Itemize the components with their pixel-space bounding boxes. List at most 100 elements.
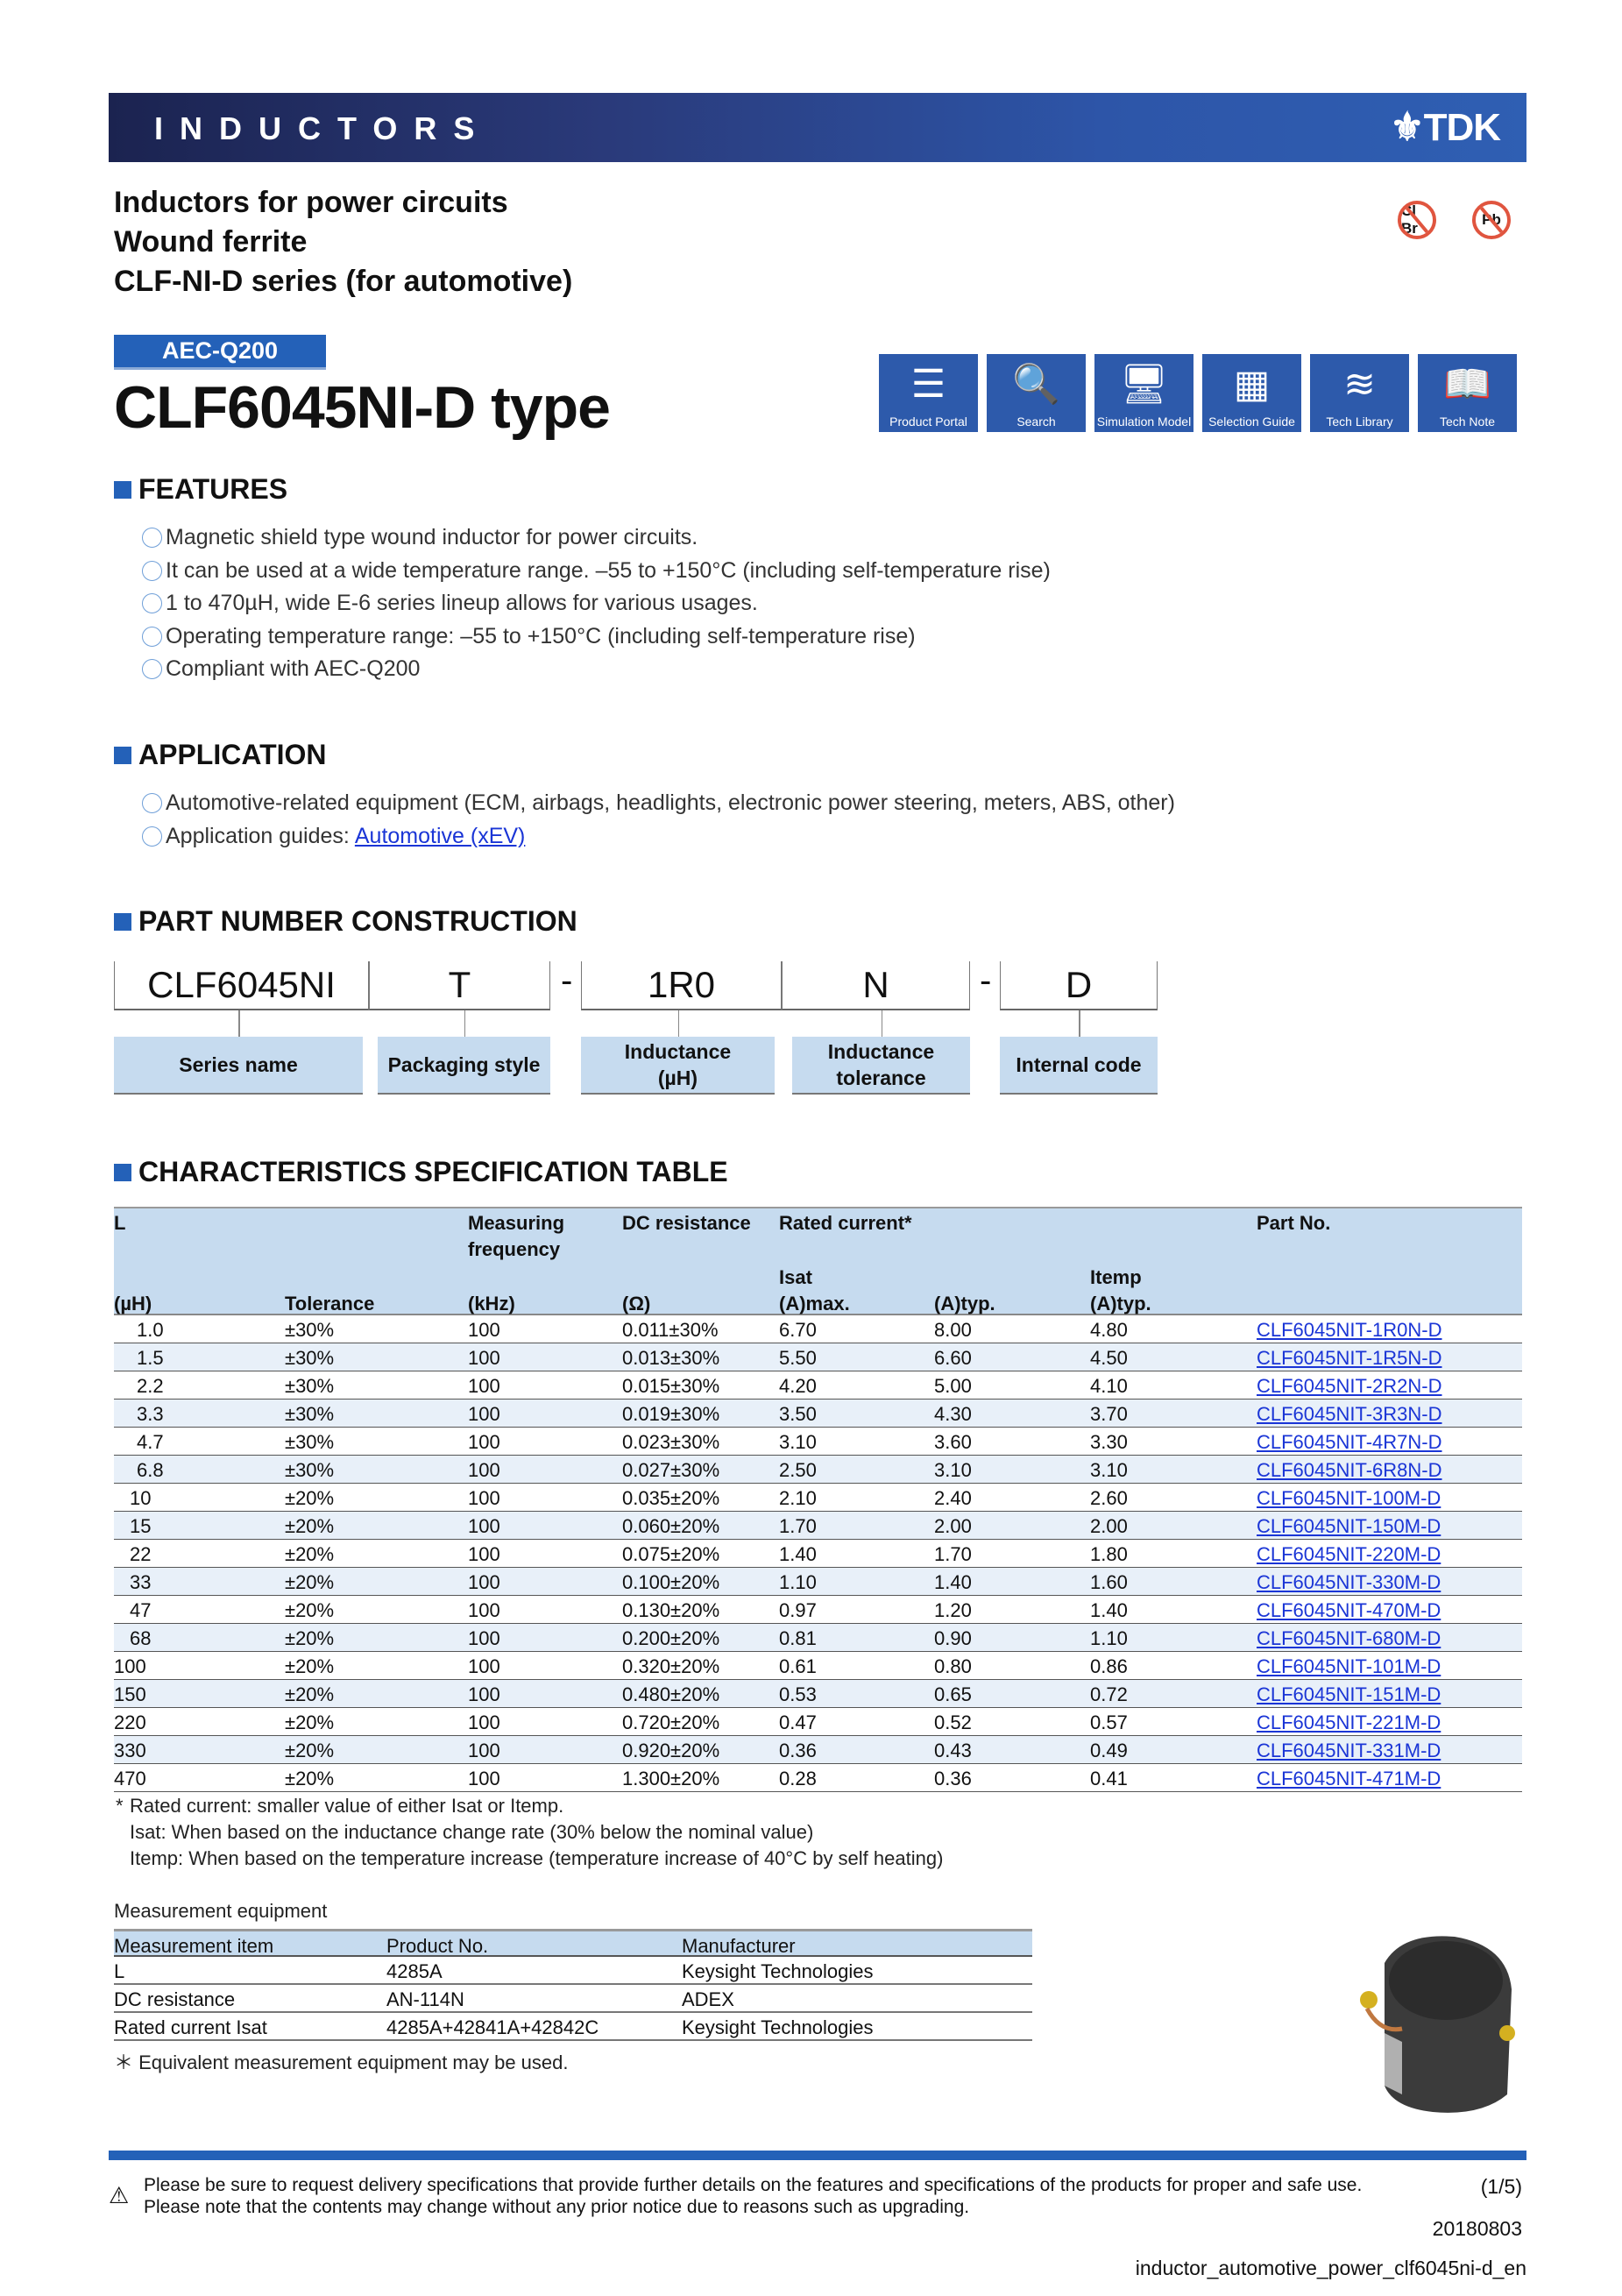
table-cell: 1.70 <box>779 1515 817 1537</box>
table-row: 330 ±20% 100 0.920±20% 0.36 0.43 0.49 CLF6045NI… <box>114 1736 1522 1764</box>
application-item: Automotive-related equipment (ECM, airba… <box>142 790 1175 816</box>
table-cell: 1.0 <box>137 1319 164 1341</box>
subtitle-3: CLF-NI-D series (for automotive) <box>114 265 573 298</box>
nav-tech-library-button[interactable]: ≋ Tech Library <box>1310 354 1409 432</box>
table-cell: 0.023±30% <box>622 1431 720 1453</box>
table-cell: 4.50 <box>1090 1347 1128 1369</box>
footnote-mark: * <box>116 1795 124 1817</box>
header-part: Part No. <box>1257 1212 1331 1234</box>
table-cell: 100 <box>468 1403 500 1425</box>
measurement-cell: Rated current Isat <box>114 2016 267 2038</box>
table-cell: 100 <box>468 1599 500 1621</box>
table-cell: 5.00 <box>934 1375 972 1397</box>
table-cell: 100 <box>468 1487 500 1509</box>
nav-icon-4: ≋ <box>1343 362 1376 406</box>
nav-search-button[interactable]: 🔍 Search <box>987 354 1086 432</box>
part-number-link[interactable]: CLF6045NIT-470M-D <box>1257 1599 1441 1621</box>
header-freq: Measuring <box>468 1212 565 1234</box>
table-row: 150 ±20% 100 0.480±20% 0.53 0.65 0.72 CLF6045NI… <box>114 1680 1522 1708</box>
table-cell: ±20% <box>285 1627 335 1649</box>
part-number-cell: CLF6045NIT-4R7N-D <box>1257 1431 1442 1454</box>
part-number-link[interactable]: CLF6045NIT-6R8N-D <box>1257 1459 1442 1481</box>
feature-item: Operating temperature range: –55 to +150… <box>142 624 916 649</box>
doc-date: 20180803 <box>1432 2217 1522 2240</box>
table-cell: 0.011±30% <box>622 1319 719 1341</box>
feature-text: 1 to 470µH, wide E-6 series lineup allow… <box>166 591 758 616</box>
table-cell: 5.50 <box>779 1347 817 1369</box>
part-number-link[interactable]: CLF6045NIT-150M-D <box>1257 1515 1441 1537</box>
footnote-3: Itemp: When based on the temperature inc… <box>130 1847 944 1869</box>
table-row: 220 ±20% 100 0.720±20% 0.47 0.52 0.57 CLF6045NI… <box>114 1708 1522 1736</box>
header-freq2: frequency <box>468 1238 561 1260</box>
banner-title: INDUCTORS <box>154 110 492 146</box>
table-cell: 0.80 <box>934 1655 972 1677</box>
table-row: 1.0 ±30% 100 0.011±30% 6.70 8.00 4.80 CLF6045NI… <box>114 1315 1522 1343</box>
part-number-link[interactable]: CLF6045NIT-101M-D <box>1257 1655 1441 1677</box>
table-cell: 100 <box>468 1683 500 1705</box>
measurement-cell: Keysight Technologies <box>682 1960 874 1982</box>
part-number-link[interactable]: CLF6045NIT-1R5N-D <box>1257 1347 1442 1369</box>
automotive-xev-link[interactable]: Automotive (xEV) <box>354 824 526 848</box>
table-row: 4.7 ±30% 100 0.023±30% 3.10 3.60 3.30 CLF6045NI… <box>114 1428 1522 1456</box>
part-number-link[interactable]: CLF6045NIT-2R2N-D <box>1257 1375 1442 1397</box>
nav-icon-5: 📖 <box>1443 362 1491 406</box>
connector-line <box>1079 1010 1080 1037</box>
part-number-link[interactable]: CLF6045NIT-100M-D <box>1257 1487 1441 1509</box>
table-cell: ±20% <box>285 1768 335 1789</box>
part-number-cell: CLF6045NIT-330M-D <box>1257 1571 1441 1594</box>
nav-selection-guide-button[interactable]: ▦ Selection Guide <box>1202 354 1301 432</box>
table-cell: 2.00 <box>1090 1515 1128 1537</box>
feature-item: Magnetic shield type wound inductor for … <box>142 525 698 550</box>
feature-text: Operating temperature range: –55 to +150… <box>166 623 916 648</box>
header-unit-freq: (kHz) <box>468 1293 515 1315</box>
table-cell: 0.49 <box>1090 1740 1128 1761</box>
part-number-link[interactable]: CLF6045NIT-4R7N-D <box>1257 1431 1442 1453</box>
table-cell: 6.8 <box>137 1459 164 1481</box>
table-cell: 1.10 <box>779 1571 817 1593</box>
part-number-link[interactable]: CLF6045NIT-471M-D <box>1257 1768 1441 1789</box>
table-cell: 2.00 <box>934 1515 972 1537</box>
part-label: Inductance (µH) <box>581 1037 775 1095</box>
table-cell: 0.035±20% <box>622 1487 720 1509</box>
nav-tech-note-button[interactable]: 📖 Tech Note <box>1418 354 1517 432</box>
table-cell: 3.10 <box>934 1459 972 1481</box>
table-row: 470 ±20% 100 1.300±20% 0.28 0.36 0.41 CLF6045NI… <box>114 1764 1522 1792</box>
table-cell: 8.00 <box>934 1319 972 1341</box>
part-number-link[interactable]: CLF6045NIT-221M-D <box>1257 1711 1441 1733</box>
table-cell: 3.10 <box>779 1431 817 1453</box>
table-cell: 0.57 <box>1090 1711 1128 1733</box>
header-banner: INDUCTORS ⚜TDK <box>109 93 1526 162</box>
nav-label: Simulation Model <box>1096 415 1192 429</box>
header-unit-itemp: (A)typ. <box>1090 1293 1151 1315</box>
table-cell: 2.40 <box>934 1487 972 1509</box>
table-cell: 0.61 <box>779 1655 817 1677</box>
nav-product-portal-button[interactable]: ☰ Product Portal <box>879 354 978 432</box>
part-number-link[interactable]: CLF6045NIT-151M-D <box>1257 1683 1441 1705</box>
feature-text: Compliant with AEC-Q200 <box>166 656 421 682</box>
part-number-link[interactable]: CLF6045NIT-330M-D <box>1257 1571 1441 1593</box>
table-cell: 100 <box>468 1431 500 1453</box>
table-cell: 100 <box>468 1627 500 1649</box>
measurement-cell: DC resistance <box>114 1988 236 2010</box>
table-cell: 4.7 <box>137 1431 164 1453</box>
table-cell: 1.40 <box>934 1571 972 1593</box>
part-number-link[interactable]: CLF6045NIT-680M-D <box>1257 1627 1441 1649</box>
part-label: Internal code <box>1000 1037 1158 1095</box>
part-number-link[interactable]: CLF6045NIT-3R3N-D <box>1257 1403 1442 1425</box>
table-cell: 100 <box>468 1515 500 1537</box>
header-itemp: Itemp <box>1090 1266 1142 1288</box>
table-cell: ±30% <box>285 1403 335 1425</box>
part-number-link[interactable]: CLF6045NIT-220M-D <box>1257 1543 1441 1565</box>
nav-simulation-model-button[interactable]: 🖥 Simulation Model <box>1094 354 1193 432</box>
table-cell: 1.10 <box>1090 1627 1128 1649</box>
part-number-link[interactable]: CLF6045NIT-1R0N-D <box>1257 1319 1442 1341</box>
table-cell: 0.130±20% <box>622 1599 720 1621</box>
table-cell: ±20% <box>285 1487 335 1509</box>
part-number-link[interactable]: CLF6045NIT-331M-D <box>1257 1740 1441 1761</box>
measurement-cell: L <box>114 1960 125 1982</box>
part-number-cell: CLF6045NIT-470M-D <box>1257 1599 1441 1622</box>
table-cell: 0.52 <box>934 1711 972 1733</box>
lead-free-icon: Pb <box>1472 201 1511 239</box>
measurement-note: ＊ Equivalent measurement equipment may b… <box>114 2052 569 2073</box>
subtitle-2: Wound ferrite <box>114 225 308 259</box>
